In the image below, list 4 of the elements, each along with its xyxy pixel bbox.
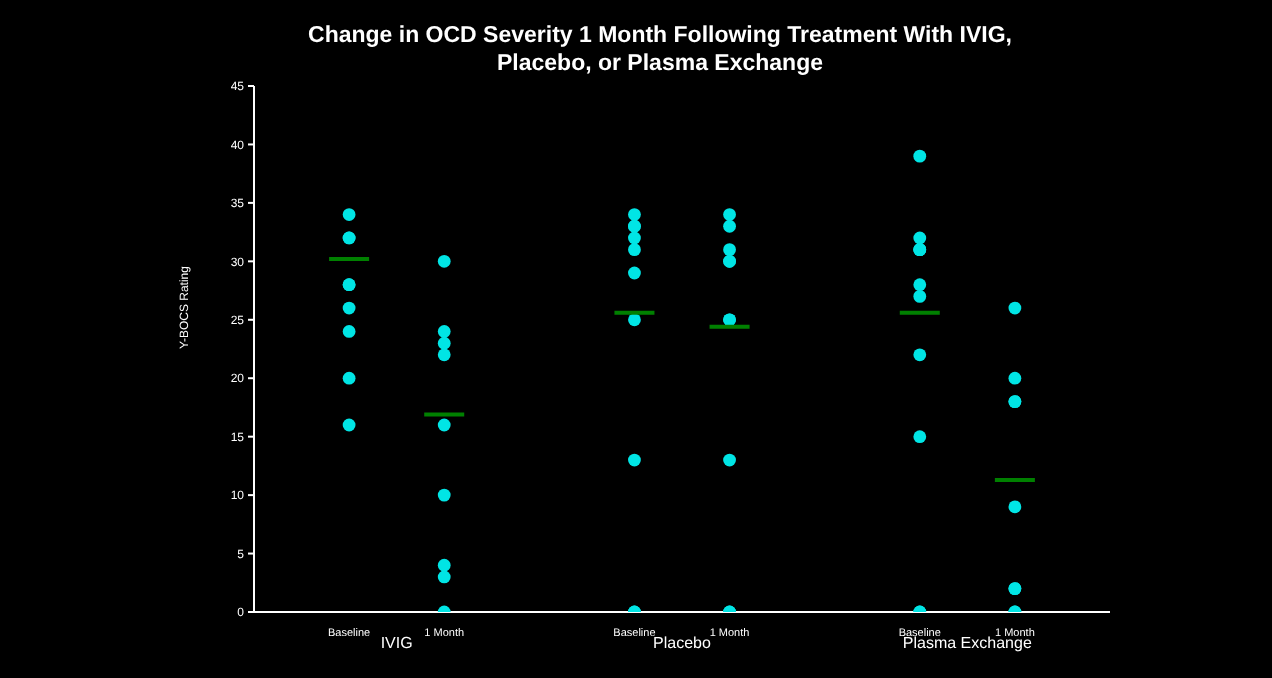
chart-title: Change in OCD Severity 1 Month Following Treatment With IVIG, Placebo, or Plasma Exchange — [306, 22, 1014, 78]
text: Placebo — [653, 634, 711, 652]
text: IVIG — [380, 634, 413, 652]
text: Plasma Exchange — [902, 634, 1032, 652]
